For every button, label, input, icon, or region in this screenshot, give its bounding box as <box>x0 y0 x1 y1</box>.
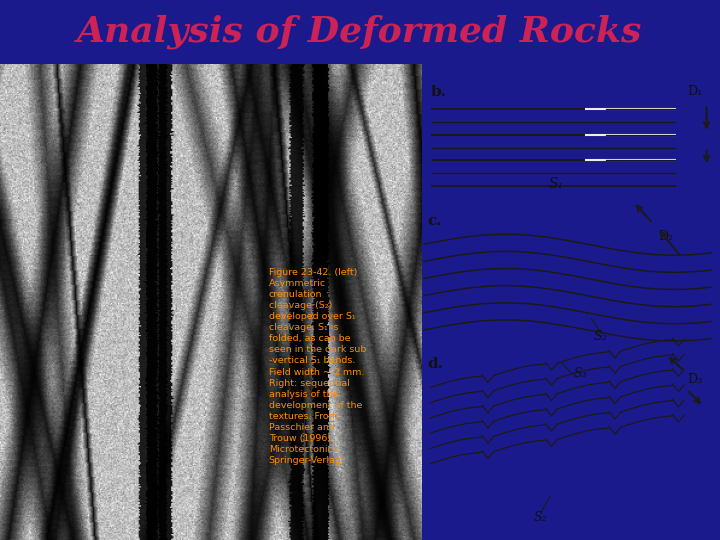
Text: S₁: S₁ <box>548 177 563 191</box>
Text: D₂: D₂ <box>659 231 674 244</box>
Text: S₂: S₂ <box>594 330 607 343</box>
Text: S₂: S₂ <box>534 511 547 524</box>
Text: D₁: D₁ <box>687 85 702 98</box>
Text: b.: b. <box>430 85 446 99</box>
Text: Analysis of Deformed Rocks: Analysis of Deformed Rocks <box>77 15 643 49</box>
Text: D₃: D₃ <box>687 373 702 386</box>
Text: Figure 23-42. (left)
Asymmetric
crenulation
cleavage (S₂)
developed over S₁
clea: Figure 23-42. (left) Asymmetric crenulat… <box>269 268 366 465</box>
Text: c.: c. <box>427 214 442 228</box>
Text: S₃: S₃ <box>574 367 588 380</box>
Text: d.: d. <box>427 356 444 370</box>
